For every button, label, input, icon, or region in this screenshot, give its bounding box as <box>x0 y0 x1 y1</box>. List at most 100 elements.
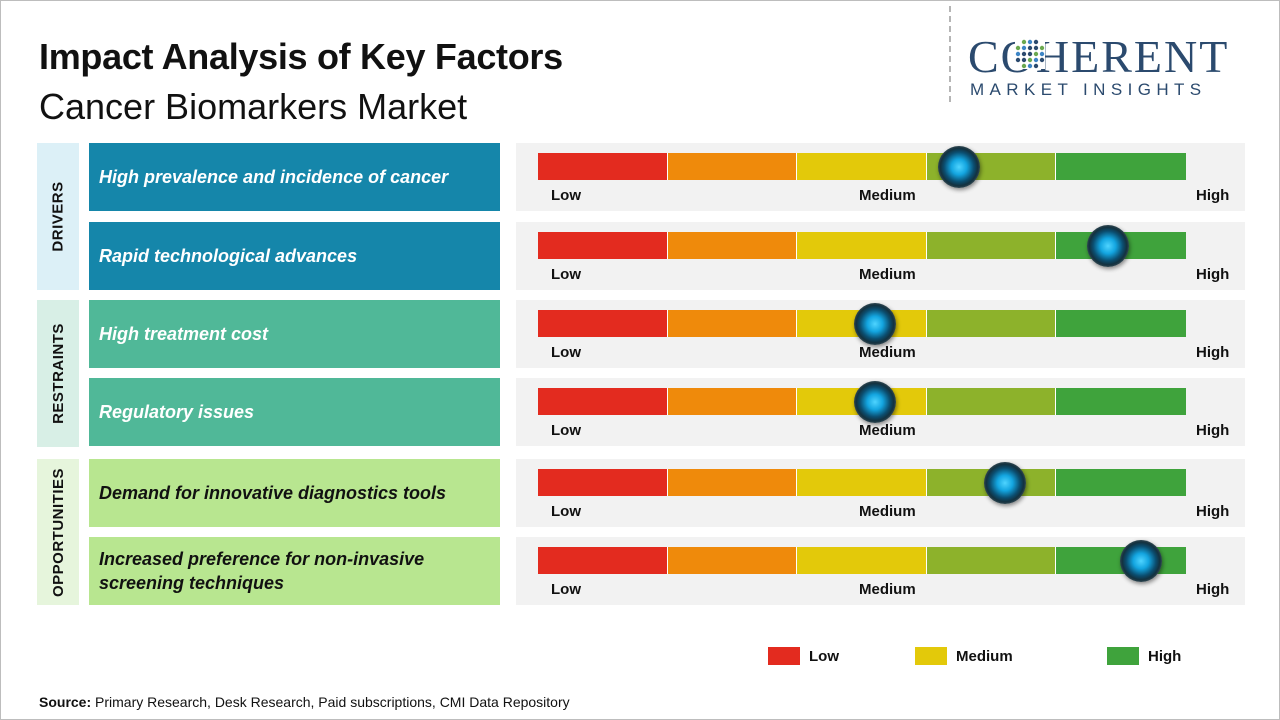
logo-dot <box>1033 63 1039 69</box>
scale-medium-label: Medium <box>859 187 916 204</box>
legend-swatch <box>1107 647 1139 665</box>
group-label-restraints: RESTRAINTS <box>37 300 79 447</box>
impact-track: Low Medium High <box>516 143 1245 211</box>
scale-segment <box>667 310 798 337</box>
logo-wordmark: COHERENT <box>968 31 1230 82</box>
logo-dot <box>1027 51 1033 57</box>
logo-dot <box>1039 45 1045 51</box>
scale-segment <box>926 547 1057 574</box>
scale-segment <box>538 469 668 496</box>
scale-segment <box>667 232 798 259</box>
logo-dot <box>1027 39 1033 45</box>
factor-label: Increased preference for non-invasive sc… <box>89 537 500 605</box>
logo-dot <box>1021 45 1027 51</box>
impact-marker <box>1119 540 1162 582</box>
scale-low-label: Low <box>551 581 581 598</box>
scale-segment <box>1056 388 1186 415</box>
impact-marker <box>853 381 896 423</box>
scale-high-label: High <box>1196 266 1230 283</box>
scale-low-label: Low <box>551 266 581 283</box>
scale-segment <box>538 310 668 337</box>
scale-medium-label: Medium <box>859 503 916 520</box>
impact-track: Low Medium High <box>516 378 1245 446</box>
scale-segment <box>667 469 798 496</box>
scale-segment <box>797 469 927 496</box>
scale-segment <box>797 547 927 574</box>
logo-dot <box>1021 39 1027 45</box>
scale-segment <box>538 153 668 180</box>
impact-track: Low Medium High <box>516 459 1245 527</box>
logo-dot <box>1033 39 1039 45</box>
scale-high-label: High <box>1196 187 1230 204</box>
factor-label: Demand for innovative diagnostics tools <box>89 459 500 527</box>
scale-segment <box>1056 153 1186 180</box>
legend-label: High <box>1148 647 1182 665</box>
scale-segment <box>926 388 1057 415</box>
logo-dot <box>1021 63 1027 69</box>
logo-dot <box>1021 51 1027 57</box>
scale-high-label: High <box>1196 344 1230 361</box>
scale-segment <box>797 153 927 180</box>
impact-track: Low Medium High <box>516 537 1245 605</box>
impact-marker <box>853 303 896 345</box>
scale-segment <box>1056 310 1186 337</box>
scale-high-label: High <box>1196 503 1230 520</box>
legend-item-medium: Medium <box>915 647 1013 665</box>
impact-marker <box>983 462 1026 504</box>
group-label-text: OPPORTUNITIES <box>49 467 67 597</box>
factor-label: Regulatory issues <box>89 378 500 446</box>
impact-track: Low Medium High <box>516 300 1245 368</box>
factor-label: Rapid technological advances <box>89 222 500 290</box>
logo-dot <box>1039 57 1045 63</box>
logo-dot <box>1021 57 1027 63</box>
impact-scale-bar <box>538 232 1186 259</box>
page-title: Impact Analysis of Key Factors <box>39 36 563 77</box>
scale-segment <box>667 153 798 180</box>
scale-medium-label: Medium <box>859 266 916 283</box>
scale-low-label: Low <box>551 187 581 204</box>
factor-label: High treatment cost <box>89 300 500 368</box>
scale-low-label: Low <box>551 503 581 520</box>
logo-dot <box>1015 51 1021 57</box>
logo-dot <box>1027 63 1033 69</box>
legend-label: Low <box>809 647 839 665</box>
impact-track: Low Medium High <box>516 222 1245 290</box>
scale-low-label: Low <box>551 344 581 361</box>
logo-dot <box>1039 51 1045 57</box>
logo-globe-icon <box>1015 39 1045 69</box>
scale-high-label: High <box>1196 581 1230 598</box>
factor-label: High prevalence and incidence of cancer <box>89 143 500 211</box>
legend-label: Medium <box>956 647 1013 665</box>
scale-medium-label: Medium <box>859 422 916 439</box>
logo-dot <box>1033 57 1039 63</box>
scale-segment <box>538 232 668 259</box>
group-label-text: DRIVERS <box>49 181 67 252</box>
impact-marker <box>1087 225 1130 267</box>
source-text: Primary Research, Desk Research, Paid su… <box>95 694 570 710</box>
impact-scale-bar <box>538 547 1186 574</box>
scale-medium-label: Medium <box>859 581 916 598</box>
logo-dot <box>1027 57 1033 63</box>
group-label-text: RESTRAINTS <box>49 323 67 424</box>
scale-segment <box>926 310 1057 337</box>
group-label-opportunities: OPPORTUNITIES <box>37 459 79 605</box>
legend-swatch <box>915 647 947 665</box>
impact-scale-bar <box>538 153 1186 180</box>
scale-high-label: High <box>1196 422 1230 439</box>
scale-segment <box>797 232 927 259</box>
legend-swatch <box>768 647 800 665</box>
page-subtitle: Cancer Biomarkers Market <box>39 86 468 127</box>
group-label-drivers: DRIVERS <box>37 143 79 290</box>
logo-dot <box>1015 45 1021 51</box>
impact-scale-bar <box>538 469 1186 496</box>
scale-segment <box>1056 469 1186 496</box>
logo-dot <box>1033 51 1039 57</box>
scale-segment <box>667 388 798 415</box>
logo-dot <box>1015 57 1021 63</box>
source-label: Source: <box>39 694 92 710</box>
scale-medium-label: Medium <box>859 344 916 361</box>
scale-segment <box>538 388 668 415</box>
source-note: Source: Primary Research, Desk Research,… <box>39 694 570 710</box>
legend-item-high: High <box>1107 647 1181 665</box>
impact-marker <box>938 146 981 188</box>
